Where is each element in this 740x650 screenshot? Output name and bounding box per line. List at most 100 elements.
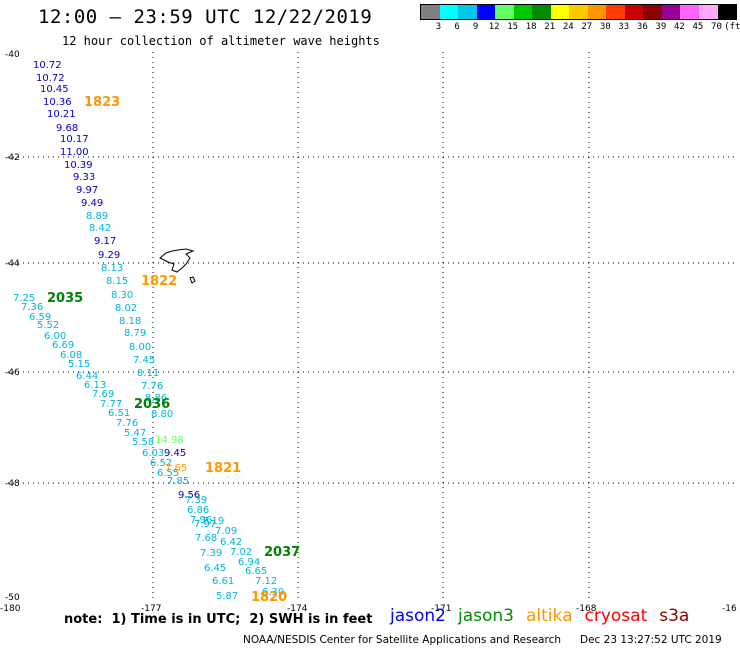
wave-height-value: 9.56 [178, 490, 200, 501]
pass-time-label: 1820 [251, 590, 287, 605]
wave-height-value: 7.77 [100, 399, 122, 410]
scale-color-box [680, 5, 699, 19]
wave-height-value: 8.18 [119, 316, 141, 327]
wave-height-value: 11.00 [60, 147, 89, 158]
scale-color-box [439, 5, 459, 19]
wave-height-value: 8.02 [115, 303, 137, 314]
scale-color-box [587, 5, 607, 19]
latitude-label: -46 [5, 368, 20, 378]
longitude-label: -168 [576, 604, 597, 614]
scale-label: 30 [599, 22, 611, 32]
latitude-label: -48 [5, 479, 20, 489]
longitude-label: -174 [287, 604, 308, 614]
legend-entry-s3a: s3a [659, 606, 690, 626]
pass-time-label: 2037 [264, 545, 300, 560]
wave-height-value: 6.44 [76, 371, 98, 382]
wave-height-value: 6.52 [150, 458, 172, 469]
wave-height-value: 6.61 [212, 576, 234, 587]
scale-color-box [421, 5, 440, 19]
pass-time-label: 1821 [205, 461, 241, 476]
scale-label: 39 [655, 22, 667, 32]
longitude-label: -177 [141, 604, 161, 614]
wave-height-value: 9.97 [76, 185, 98, 196]
wave-height-value: 8.42 [89, 223, 111, 234]
scale-label: 21 [544, 22, 556, 32]
scale-label: 27 [581, 22, 593, 32]
wave-height-value: 6.69 [52, 340, 74, 351]
wave-height-value: 14.98 [155, 435, 184, 446]
scale-label: 9 [472, 22, 479, 32]
island-outline [159, 248, 196, 284]
wave-height-values: 10.7210.7210.4510.3610.219.6810.1711.001… [13, 60, 284, 602]
scale-color-box [698, 5, 718, 19]
wave-height-value: 8.00 [129, 342, 151, 353]
wave-height-value: 9.68 [56, 123, 78, 134]
scale-label: 33 [618, 22, 630, 32]
wave-height-value: 5.47 [124, 428, 146, 439]
scale-label: 36 [636, 22, 648, 32]
map-axis-labels: -40 -42 -44 -46 -48 -50-180 -177 -174 -171 -168 -1… [0, 50, 737, 614]
wave-height-value: 6.00 [44, 331, 66, 342]
scale-color-box [643, 5, 662, 19]
longitude-label: -171 [431, 604, 451, 614]
wave-height-value: 7.39 [200, 548, 222, 559]
wave-height-value: 10.21 [47, 109, 76, 120]
wave-height-value: 7.36 [21, 302, 43, 313]
latitude-label: -42 [5, 153, 20, 163]
wave-height-value: 7.45 [133, 355, 155, 366]
wave-height-value: 7.76 [116, 418, 138, 429]
legend-entry-jason2: jason2 [390, 606, 446, 626]
wave-height-value: 8.89 [86, 211, 108, 222]
wave-height-value: 8.30 [111, 290, 133, 301]
wave-height-value: 6.03 [142, 448, 164, 459]
legend-entry-altika: altika [526, 606, 573, 626]
scale-color-box [458, 5, 477, 19]
scale-label: 42 [673, 22, 685, 32]
wave-height-value: 6.51 [108, 408, 130, 419]
wave-height-value: 10.72 [33, 60, 62, 71]
longitude-label: -180 [0, 604, 21, 614]
scale-label: 6 [454, 22, 460, 32]
legend-entry-jason3: jason3 [458, 606, 514, 626]
wave-height-value: 8.86 [145, 393, 167, 404]
pass-time-label: 1823 [84, 95, 120, 110]
latitude-label: -50 [5, 593, 20, 603]
scale-color-box [569, 5, 588, 19]
footer-timestamp: Dec 23 13:27:52 UTC 2019 [580, 634, 722, 646]
scale-label: (ft) [724, 22, 740, 32]
wave-height-value: 10.39 [64, 160, 93, 171]
color-scale-boxes [420, 4, 737, 20]
scale-label: 3 [435, 22, 442, 32]
map-grid [8, 52, 735, 598]
wave-height-value: 8.79 [124, 328, 146, 339]
scale-color-box [532, 5, 551, 19]
wave-height-value: 9.45 [164, 448, 186, 459]
wave-height-value: 10.45 [40, 84, 69, 95]
pass-time-labels: 1823 1822 2035 2036 1821 2037 1820 [47, 95, 300, 605]
wave-height-value: 7.69 [92, 389, 114, 400]
wave-height-value: 9.29 [98, 250, 120, 261]
wave-height-value: 7.09 [215, 526, 237, 537]
legend-entry-cryosat: cryosat [584, 606, 648, 626]
wave-height-value: 7.76 [141, 381, 163, 392]
pass-time-label: 2036 [134, 397, 170, 412]
scale-color-box [550, 5, 570, 19]
pass-time-label: 2035 [47, 291, 83, 306]
wave-height-value: 10.36 [43, 97, 72, 108]
map-title: 12:00 – 23:59 UTC 12/22/2019 [38, 6, 373, 28]
wave-height-value: 7.19 [202, 516, 224, 527]
wave-height-value: 6.55 [157, 468, 179, 479]
wave-height-value: 7.39 [185, 495, 207, 506]
wave-height-value: 5.15 [68, 359, 90, 370]
wave-height-value: 7.02 [230, 547, 252, 558]
wave-height-value: 7.96 [190, 515, 212, 526]
scale-label: 15 [507, 22, 519, 32]
scale-color-box [495, 5, 514, 19]
wave-height-value: 9.17 [94, 236, 116, 247]
wave-height-value: 7.97 [194, 519, 216, 530]
wave-height-value: 9.49 [81, 198, 103, 209]
scale-color-box [717, 5, 737, 19]
wave-height-value: 8.11 [137, 368, 159, 379]
